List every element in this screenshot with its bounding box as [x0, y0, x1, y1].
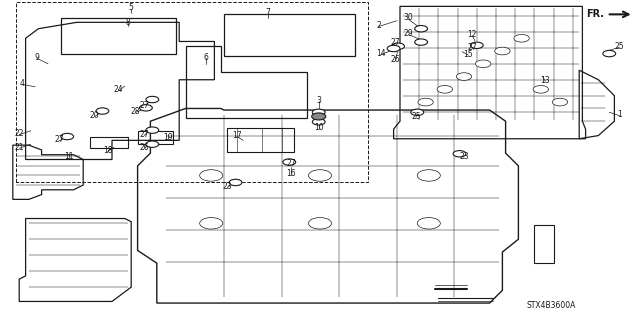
- Circle shape: [415, 26, 428, 32]
- Circle shape: [603, 50, 616, 57]
- Circle shape: [146, 96, 159, 103]
- Text: 10: 10: [314, 123, 324, 132]
- Text: 8: 8: [125, 18, 131, 27]
- Text: 18: 18: [103, 146, 112, 155]
- Circle shape: [495, 47, 510, 55]
- Text: 27: 27: [54, 135, 64, 144]
- Circle shape: [533, 85, 548, 93]
- Circle shape: [200, 170, 223, 181]
- Circle shape: [96, 108, 109, 114]
- Circle shape: [453, 151, 466, 157]
- Text: 9: 9: [35, 53, 40, 62]
- Circle shape: [417, 170, 440, 181]
- Text: 14: 14: [376, 49, 386, 58]
- Text: 12: 12: [468, 30, 477, 39]
- Text: 22: 22: [15, 129, 24, 138]
- Text: 23: 23: [459, 152, 469, 161]
- Text: 25: 25: [411, 112, 421, 121]
- Circle shape: [146, 127, 159, 133]
- Text: 20: 20: [90, 111, 100, 120]
- Text: 27: 27: [390, 38, 401, 47]
- Circle shape: [392, 43, 404, 49]
- Text: 21: 21: [15, 143, 24, 152]
- Circle shape: [411, 109, 424, 115]
- Circle shape: [308, 170, 332, 181]
- Text: 3: 3: [316, 96, 321, 105]
- Circle shape: [476, 60, 491, 68]
- Text: STX4B3600A: STX4B3600A: [527, 301, 577, 310]
- Circle shape: [387, 45, 400, 52]
- Circle shape: [229, 179, 242, 186]
- Circle shape: [514, 34, 529, 42]
- Circle shape: [417, 218, 440, 229]
- Text: 27: 27: [286, 159, 296, 168]
- Circle shape: [283, 159, 296, 165]
- Text: FR.: FR.: [586, 9, 604, 19]
- Text: 19: 19: [163, 133, 173, 142]
- Text: 26: 26: [390, 56, 401, 64]
- Circle shape: [470, 42, 483, 48]
- Text: 27: 27: [139, 130, 149, 139]
- Circle shape: [456, 73, 472, 80]
- Circle shape: [308, 218, 332, 229]
- Circle shape: [200, 218, 223, 229]
- Text: 13: 13: [540, 76, 550, 85]
- Circle shape: [312, 119, 325, 125]
- Circle shape: [415, 39, 428, 45]
- Text: 4: 4: [20, 79, 25, 88]
- Text: 26: 26: [139, 143, 149, 152]
- Text: 23: 23: [222, 182, 232, 191]
- Circle shape: [146, 141, 159, 147]
- Text: 11: 11: [65, 152, 74, 161]
- Circle shape: [552, 98, 568, 106]
- Text: 16: 16: [286, 169, 296, 178]
- Circle shape: [140, 105, 152, 111]
- Circle shape: [61, 133, 74, 140]
- Circle shape: [312, 113, 326, 120]
- Text: 17: 17: [232, 131, 242, 140]
- Text: 30: 30: [403, 13, 413, 22]
- Text: 7: 7: [265, 8, 270, 17]
- Text: 1: 1: [617, 110, 622, 119]
- Text: 27: 27: [139, 101, 149, 110]
- Text: 24: 24: [113, 85, 124, 94]
- Text: 28: 28: [131, 107, 140, 115]
- Text: 25: 25: [614, 42, 625, 51]
- Text: 15: 15: [463, 50, 474, 59]
- Text: 2: 2: [376, 21, 381, 30]
- Text: 5: 5: [129, 4, 134, 12]
- Circle shape: [437, 85, 452, 93]
- Text: 27: 27: [467, 43, 477, 52]
- Circle shape: [312, 109, 325, 115]
- Text: 29: 29: [403, 29, 413, 38]
- Text: 6: 6: [204, 53, 209, 62]
- Circle shape: [418, 98, 433, 106]
